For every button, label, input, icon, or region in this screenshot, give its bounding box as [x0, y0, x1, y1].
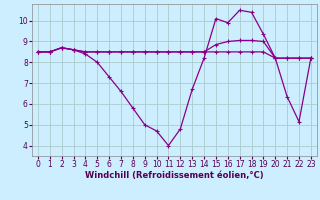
- X-axis label: Windchill (Refroidissement éolien,°C): Windchill (Refroidissement éolien,°C): [85, 171, 264, 180]
